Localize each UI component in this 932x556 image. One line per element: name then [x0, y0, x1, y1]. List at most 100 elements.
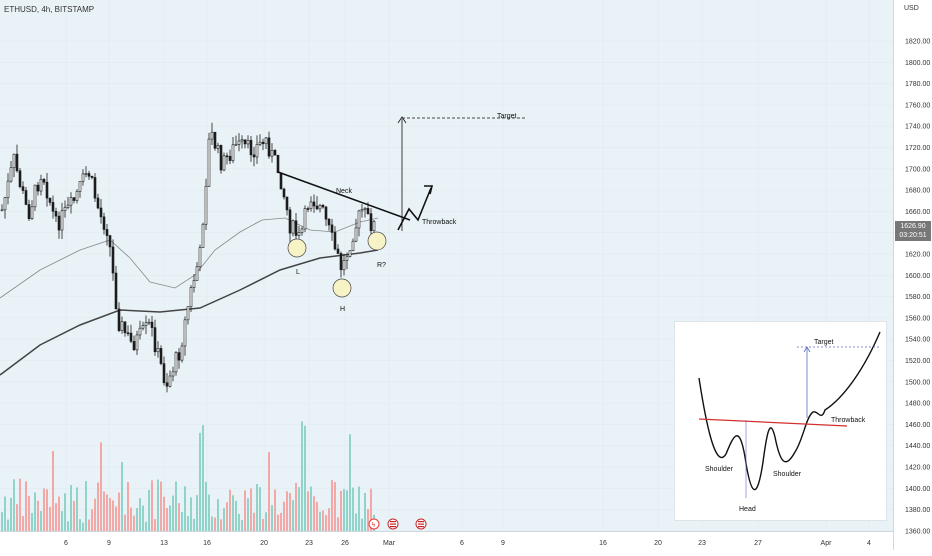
volume-bar: [19, 478, 21, 531]
volume-bar: [76, 487, 78, 531]
candle-body: [174, 352, 178, 373]
candle-body: [24, 190, 28, 205]
time-axis-tick-label: 23: [305, 540, 313, 547]
candle-body: [246, 139, 250, 145]
pattern-example-inset: Target Throwback Shoulder Head Shoulder: [674, 321, 887, 521]
candle-body: [252, 154, 256, 158]
volume-bar: [370, 488, 372, 531]
volume-bar: [310, 486, 312, 531]
candle-body: [177, 352, 181, 361]
volume-bar: [283, 501, 285, 531]
candle-body: [153, 327, 157, 353]
volume-bar: [304, 425, 306, 531]
volume-bar: [205, 481, 207, 531]
volume-bar: [115, 506, 117, 531]
candle-body: [303, 208, 307, 230]
throwback-label: Throwback: [422, 219, 457, 226]
candle-body: [117, 308, 121, 331]
candle-body: [57, 215, 61, 231]
volume-bar: [163, 496, 165, 531]
volume-bar: [58, 496, 60, 531]
price-axis-tick-label: 1580.00: [905, 294, 930, 301]
candle-body: [282, 188, 286, 198]
symbol-title[interactable]: ETHUSD, 4h, BITSTAMP: [4, 5, 95, 14]
candle-body: [183, 319, 187, 347]
right-shoulder-label: R?: [377, 262, 386, 269]
volume-bar: [214, 517, 216, 531]
volume-bar: [313, 496, 315, 531]
volume-bar: [55, 503, 57, 531]
candle-body: [204, 185, 208, 225]
volume-bar: [295, 482, 297, 531]
moving-averages: [0, 217, 379, 376]
inverse-head-shoulders-diagram: Target Throwback Shoulder Head Shoulder: [698, 331, 881, 513]
volume-bar: [157, 479, 159, 531]
time-axis-labels: 6 9 13 16 20 23 26 Mar 6 9 16 20 23 27 Apr 4: [64, 540, 871, 547]
candle-body: [144, 322, 148, 326]
volume-bar: [361, 518, 363, 531]
volume-bar: [199, 432, 201, 531]
candle-body: [78, 181, 82, 192]
volume-bar: [259, 487, 261, 531]
inset-head-label: Head: [739, 506, 756, 513]
head-marker: [332, 278, 352, 298]
pattern-curve: [698, 331, 881, 491]
candle-body: [51, 202, 55, 212]
volume-bar: [124, 514, 126, 531]
candle-body: [249, 139, 253, 156]
volume-bar: [148, 490, 150, 531]
candle-body: [366, 208, 370, 214]
volume-bar: [160, 481, 162, 531]
candle-body: [102, 216, 106, 230]
candle-body: [198, 247, 202, 268]
volume-bar: [355, 513, 357, 531]
price-axis-tick-label: 1660.00: [905, 209, 930, 216]
volume-bar: [145, 521, 147, 531]
volume-bar: [292, 500, 294, 531]
candle-body: [168, 375, 172, 387]
volume-bar: [322, 510, 324, 531]
candle-body: [39, 179, 43, 192]
price-axis-tick-label: 1480.00: [905, 401, 930, 408]
candle-body: [27, 204, 31, 219]
volume-bar: [166, 507, 168, 531]
price-axis-tick-label: 1500.00: [905, 379, 930, 386]
price-axis-tick-label: 1600.00: [905, 273, 930, 280]
candle-body: [357, 210, 361, 229]
volume-bar: [25, 481, 27, 531]
volume-bar: [49, 506, 51, 531]
volume-bar: [187, 515, 189, 531]
volume-bar: [61, 511, 63, 531]
volume-bar: [217, 499, 219, 531]
price-axis-unit: USD: [904, 5, 919, 12]
candle-body: [324, 206, 328, 220]
time-axis-tick-label: 16: [599, 540, 607, 547]
left-shoulder-marker: [287, 238, 307, 258]
candle-body: [243, 139, 247, 145]
candle-body: [171, 371, 175, 377]
volume-bar: [367, 509, 369, 531]
candle-body: [222, 155, 226, 171]
time-axis-tick-label: 27: [754, 540, 762, 547]
volume-bar: [91, 509, 93, 531]
volume-bar: [271, 505, 273, 531]
volume-bar: [85, 481, 87, 531]
time-axis[interactable]: 6 9 13 16 20 23 26 Mar 6 9 16 20 23 27 Apr 4: [0, 531, 893, 551]
volume-bar: [307, 491, 309, 531]
volume-bar: [142, 505, 144, 531]
time-axis-tick-label: 23: [698, 540, 706, 547]
volume-bar: [181, 512, 183, 531]
price-axis-tick-label: 1780.00: [905, 81, 930, 88]
candle-body: [201, 223, 205, 248]
candle-body: [333, 232, 337, 250]
price-axis[interactable]: USD 1820.00 1800.00 1780.00 1760.00 1740.00 1…: [893, 0, 932, 550]
volume-bar: [319, 511, 321, 531]
volume-bar: [226, 502, 228, 531]
candle-body: [192, 280, 196, 288]
candle-body: [300, 228, 304, 233]
candle-body: [321, 205, 325, 208]
candle-body: [54, 210, 58, 217]
current-price-tag: 1626.90 03:20:51: [895, 221, 931, 241]
current-price: 1626.90: [900, 223, 926, 230]
candle-body: [180, 345, 184, 361]
